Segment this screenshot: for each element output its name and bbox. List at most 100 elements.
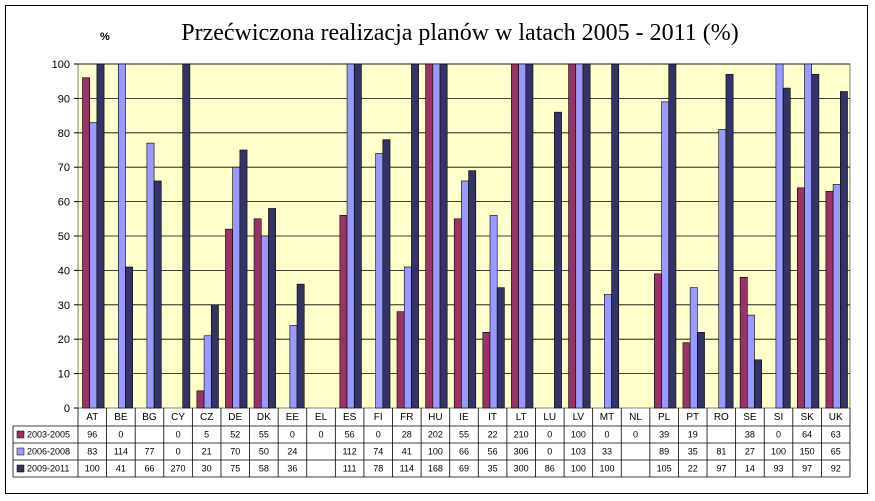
table-cell-value: 64 (802, 430, 812, 440)
bar (210, 304, 219, 409)
table-cell-value: 306 (514, 447, 529, 457)
bar (296, 283, 305, 409)
bar (153, 180, 162, 409)
bar (739, 276, 748, 409)
bar (339, 215, 348, 409)
table-cell-value: 65 (831, 447, 841, 457)
table-cell-value: 36 (287, 464, 297, 474)
bar (182, 63, 191, 409)
table-cell-value: 81 (716, 447, 726, 457)
table-cell-value: 83 (87, 447, 97, 457)
category-label: NL (629, 412, 642, 423)
y-tick-label: 80 (58, 128, 70, 140)
bar (468, 170, 477, 409)
table-cell-value: 97 (802, 464, 812, 474)
table-cell-value: 0 (176, 430, 181, 440)
table-cell-value: 21 (202, 447, 212, 457)
table-cell-value: 30 (202, 464, 212, 474)
table-cell-value: 89 (659, 447, 669, 457)
table-cell-value: 112 (342, 447, 356, 457)
category-label: PL (658, 412, 671, 423)
bar (496, 287, 505, 409)
table-cell-value: 114 (400, 464, 414, 474)
table-cell-value: 100 (571, 464, 586, 474)
bar (611, 63, 620, 409)
bar (582, 63, 591, 409)
bar (668, 63, 677, 409)
bar (396, 311, 405, 409)
category-label: SI (774, 412, 783, 423)
table-cell-value: 63 (831, 430, 841, 440)
category-label: DE (228, 412, 242, 423)
category-label: UK (829, 412, 843, 423)
table-cell-value: 55 (259, 430, 269, 440)
table-cell-value: 78 (373, 464, 383, 474)
bar (804, 63, 813, 409)
table-cell-value: 55 (459, 430, 469, 440)
bar (725, 74, 734, 409)
table-cell-value: 0 (376, 430, 381, 440)
bar (203, 335, 212, 409)
legend-swatch (16, 430, 25, 439)
chart-title: Przećwiczona realizacja planów w latach … (181, 20, 739, 46)
table-cell-value: 0 (776, 430, 781, 440)
bar (225, 228, 233, 409)
bar (403, 266, 412, 409)
category-label: MT (600, 412, 614, 423)
category-label: IT (488, 412, 497, 423)
bar (811, 74, 820, 409)
bar (117, 63, 126, 409)
table-cell-value: 100 (428, 447, 443, 457)
category-label: FI (374, 412, 383, 423)
bar (797, 187, 805, 409)
legend-label: 2009-2011 (27, 464, 69, 474)
table-cell-value: 35 (488, 464, 498, 474)
table-cell-value: 111 (343, 464, 357, 474)
category-label: LV (573, 412, 585, 423)
table-cell-value: 100 (599, 464, 614, 474)
bar (604, 294, 612, 409)
table-cell-value: 74 (373, 447, 383, 457)
bar (382, 139, 391, 409)
bar (96, 63, 105, 409)
y-tick-label: 30 (58, 300, 70, 312)
category-label: PT (686, 412, 699, 423)
bar (125, 266, 133, 409)
bar (411, 63, 419, 409)
category-label: EL (315, 412, 328, 423)
bar (575, 63, 584, 409)
bar (289, 325, 298, 409)
bar (482, 332, 491, 409)
category-label: ES (343, 412, 357, 423)
legend-swatch (16, 464, 25, 473)
bar (268, 208, 276, 409)
bar (260, 235, 269, 409)
table-cell-value: 77 (144, 447, 154, 457)
bar (754, 359, 763, 409)
table-cell-value: 0 (290, 430, 295, 440)
category-label: CZ (200, 412, 213, 423)
bar (461, 180, 469, 409)
table-cell-value: 33 (602, 447, 612, 457)
category-label: SE (743, 412, 757, 423)
category-label: CY (171, 412, 185, 423)
category-label: SK (800, 412, 814, 423)
bar (196, 390, 205, 409)
table-cell-value: 0 (547, 447, 552, 457)
table-cell-value: 5 (204, 430, 209, 440)
bar (840, 91, 848, 409)
table-cell-value: 22 (688, 464, 698, 474)
table-cell-value: 103 (571, 447, 586, 457)
table-cell-value: 41 (116, 464, 126, 474)
bar (89, 122, 98, 409)
bar (782, 87, 791, 409)
bar (432, 63, 441, 409)
bar (554, 111, 562, 409)
category-label: FR (400, 412, 413, 423)
table-cell-value: 100 (771, 447, 786, 457)
table-cell-value: 56 (488, 447, 498, 457)
bar (439, 63, 448, 409)
category-label: IE (459, 412, 469, 423)
bar (232, 166, 241, 409)
table-cell-value: 39 (659, 430, 669, 440)
